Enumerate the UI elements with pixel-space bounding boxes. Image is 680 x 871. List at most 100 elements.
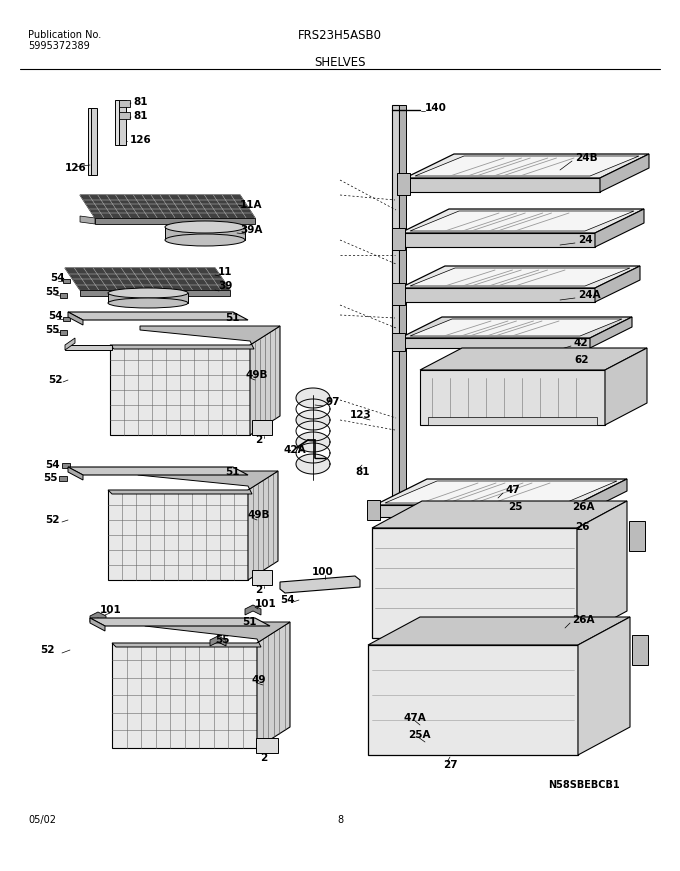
Text: 54: 54 (280, 595, 294, 605)
Text: Publication No.: Publication No. (28, 30, 101, 40)
Polygon shape (405, 178, 600, 192)
Polygon shape (65, 338, 75, 350)
Text: 51: 51 (225, 313, 239, 323)
Polygon shape (110, 345, 250, 435)
Polygon shape (405, 154, 649, 178)
Polygon shape (110, 326, 280, 349)
Text: 101: 101 (255, 599, 277, 609)
Polygon shape (112, 622, 290, 647)
Text: 26A: 26A (572, 502, 594, 512)
Text: 81: 81 (133, 97, 148, 107)
Polygon shape (385, 481, 617, 503)
Polygon shape (165, 227, 245, 240)
Text: 100: 100 (312, 567, 334, 577)
Polygon shape (90, 618, 270, 626)
Polygon shape (400, 233, 595, 247)
Polygon shape (375, 505, 575, 517)
Polygon shape (256, 738, 278, 753)
Polygon shape (245, 605, 261, 615)
Text: 39A: 39A (240, 225, 262, 235)
Text: 26A: 26A (572, 615, 594, 625)
Text: N58SBEBCB1: N58SBEBCB1 (548, 780, 619, 790)
Polygon shape (108, 490, 248, 580)
Polygon shape (108, 471, 278, 494)
Polygon shape (632, 635, 648, 665)
Text: 55: 55 (215, 635, 230, 645)
Ellipse shape (165, 221, 245, 233)
Polygon shape (257, 622, 290, 748)
Text: 8: 8 (337, 815, 343, 825)
Polygon shape (210, 636, 226, 646)
Text: 25A: 25A (408, 730, 430, 740)
Text: 54: 54 (50, 273, 65, 283)
Polygon shape (115, 100, 122, 145)
Polygon shape (119, 100, 126, 145)
Polygon shape (368, 617, 630, 645)
Polygon shape (400, 288, 595, 302)
Polygon shape (410, 211, 634, 231)
Text: 49: 49 (252, 675, 267, 685)
Text: 2: 2 (255, 585, 262, 595)
Text: FRS23H5ASB0: FRS23H5ASB0 (298, 29, 382, 42)
Polygon shape (63, 317, 70, 321)
Polygon shape (80, 290, 230, 296)
Text: 49B: 49B (247, 510, 269, 520)
Polygon shape (68, 312, 248, 320)
Text: 52: 52 (45, 515, 60, 525)
Polygon shape (595, 266, 640, 302)
Polygon shape (90, 618, 105, 631)
Ellipse shape (108, 298, 188, 308)
Text: 62: 62 (574, 355, 588, 365)
Text: 126: 126 (130, 135, 152, 145)
Text: 51: 51 (242, 617, 256, 627)
Polygon shape (392, 228, 405, 250)
Polygon shape (392, 333, 405, 351)
Polygon shape (575, 479, 627, 517)
Polygon shape (63, 279, 70, 283)
Polygon shape (296, 410, 330, 430)
Text: 81: 81 (133, 111, 148, 121)
Polygon shape (415, 156, 639, 176)
Polygon shape (95, 218, 255, 224)
Polygon shape (296, 388, 330, 408)
Text: 2: 2 (260, 753, 267, 763)
Polygon shape (62, 463, 70, 468)
Text: 123: 123 (350, 410, 372, 420)
Text: 55: 55 (43, 473, 58, 483)
Text: 52: 52 (40, 645, 54, 655)
Polygon shape (252, 570, 272, 585)
Text: 47A: 47A (404, 713, 427, 723)
Polygon shape (372, 501, 627, 528)
Text: 26: 26 (575, 522, 590, 532)
Polygon shape (410, 268, 630, 286)
Polygon shape (600, 154, 649, 192)
Text: 47: 47 (505, 485, 520, 495)
Polygon shape (80, 195, 255, 218)
Polygon shape (410, 319, 622, 336)
Polygon shape (375, 479, 627, 505)
Polygon shape (420, 348, 647, 370)
Polygon shape (368, 645, 578, 755)
Polygon shape (400, 338, 590, 348)
Polygon shape (420, 370, 605, 425)
Polygon shape (392, 105, 399, 500)
Polygon shape (578, 617, 630, 755)
Text: 52: 52 (48, 375, 63, 385)
Polygon shape (367, 500, 380, 520)
Text: 42A: 42A (283, 445, 305, 455)
Ellipse shape (165, 234, 245, 246)
Polygon shape (248, 471, 278, 580)
Polygon shape (629, 521, 645, 551)
Text: 54: 54 (48, 311, 63, 321)
Polygon shape (400, 266, 640, 288)
Polygon shape (59, 476, 67, 481)
Polygon shape (392, 283, 405, 305)
Polygon shape (399, 105, 406, 500)
Polygon shape (595, 209, 644, 247)
Polygon shape (605, 348, 647, 425)
Text: 42: 42 (574, 338, 589, 348)
Text: 55: 55 (45, 287, 60, 297)
Polygon shape (577, 501, 627, 638)
Text: 81: 81 (355, 467, 369, 477)
Text: 2: 2 (255, 435, 262, 445)
